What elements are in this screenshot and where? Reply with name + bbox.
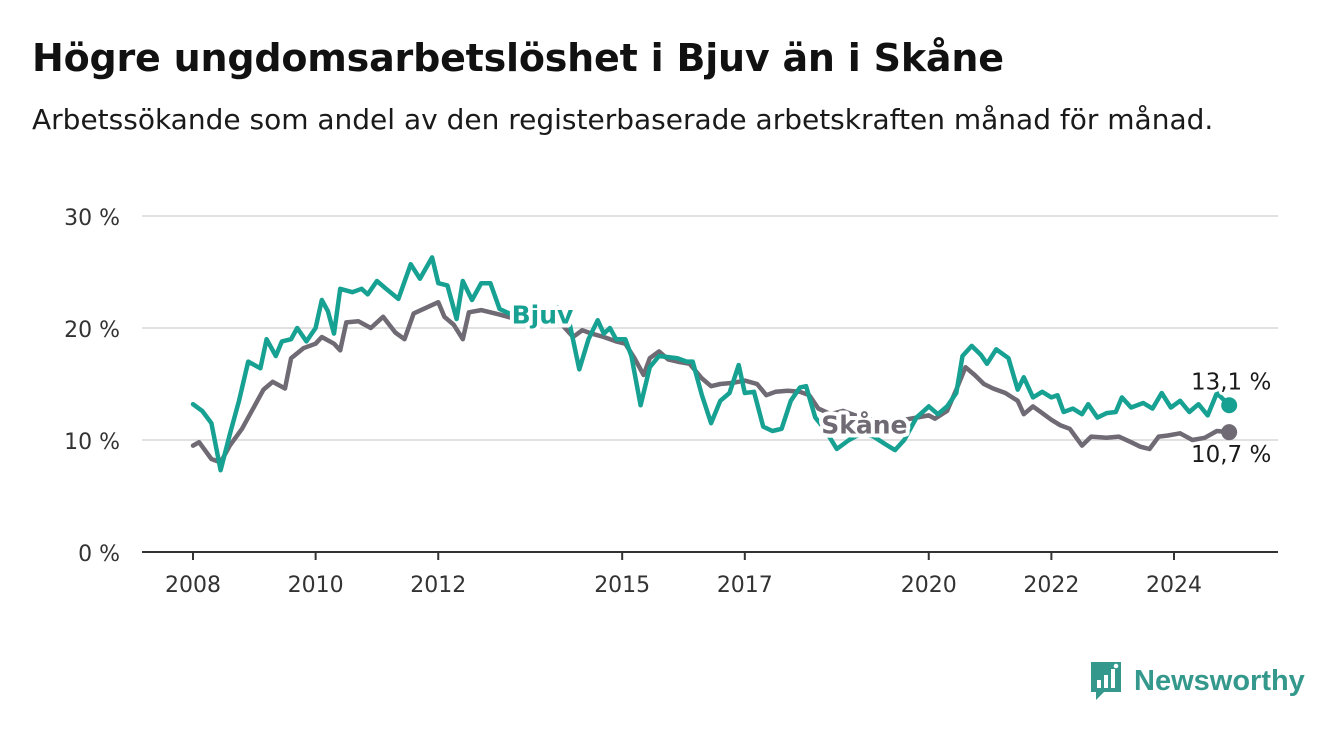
end-value-halo-bjuv: 13,1 % xyxy=(1191,369,1271,395)
x-tick-label: 2008 xyxy=(165,573,221,598)
end-value-halo-skane: 10,7 % xyxy=(1191,442,1271,468)
series-label-bjuv: Bjuv xyxy=(512,301,574,330)
series-label-halo-bjuv: Bjuv xyxy=(512,301,574,330)
y-tick-label: 0 % xyxy=(78,542,120,567)
end-value-label-bjuv: 13,1 % xyxy=(1191,369,1271,395)
newsworthy-logo-icon xyxy=(1091,662,1121,700)
x-tick-label: 2012 xyxy=(410,573,466,598)
series-label-skane: Skåne xyxy=(821,410,907,439)
x-tick-label: 2015 xyxy=(594,573,650,598)
x-tick-label: 2020 xyxy=(901,573,957,598)
x-axis-tick-labels: 2008 2010 2012 2015 2017 2020 2022 2024 xyxy=(165,573,1202,598)
end-value-label-skane: 10,7 % xyxy=(1191,442,1271,468)
series-line-skane xyxy=(190,299,1232,465)
grid-lines xyxy=(142,215,1278,441)
series-lines xyxy=(190,255,1238,473)
x-tick-label: 2024 xyxy=(1146,573,1202,598)
y-tick-label: 20 % xyxy=(64,318,120,343)
chart-title: Högre ungdomsarbetslöshet i Bjuv än i Sk… xyxy=(32,36,1004,80)
series-line-bjuv xyxy=(190,255,1232,473)
brand-name: Newsworthy xyxy=(1134,664,1305,697)
end-point-bjuv xyxy=(1221,397,1238,414)
chart-subtitle: Arbetssökande som andel av den registerb… xyxy=(32,103,1214,136)
x-tick-label: 2010 xyxy=(288,573,344,598)
x-tick-label: 2017 xyxy=(717,573,773,598)
x-axis xyxy=(142,551,1278,560)
x-tick-label: 2022 xyxy=(1023,573,1079,598)
brand-logo: Newsworthy xyxy=(1088,660,1305,702)
y-tick-label: 10 % xyxy=(64,430,120,455)
y-tick-label: 30 % xyxy=(64,206,120,231)
y-axis-tick-labels: 0 % 10 % 20 % 30 % xyxy=(64,206,120,567)
series-label-halo-skane: Skåne xyxy=(821,410,907,439)
end-point-skane xyxy=(1221,424,1238,441)
